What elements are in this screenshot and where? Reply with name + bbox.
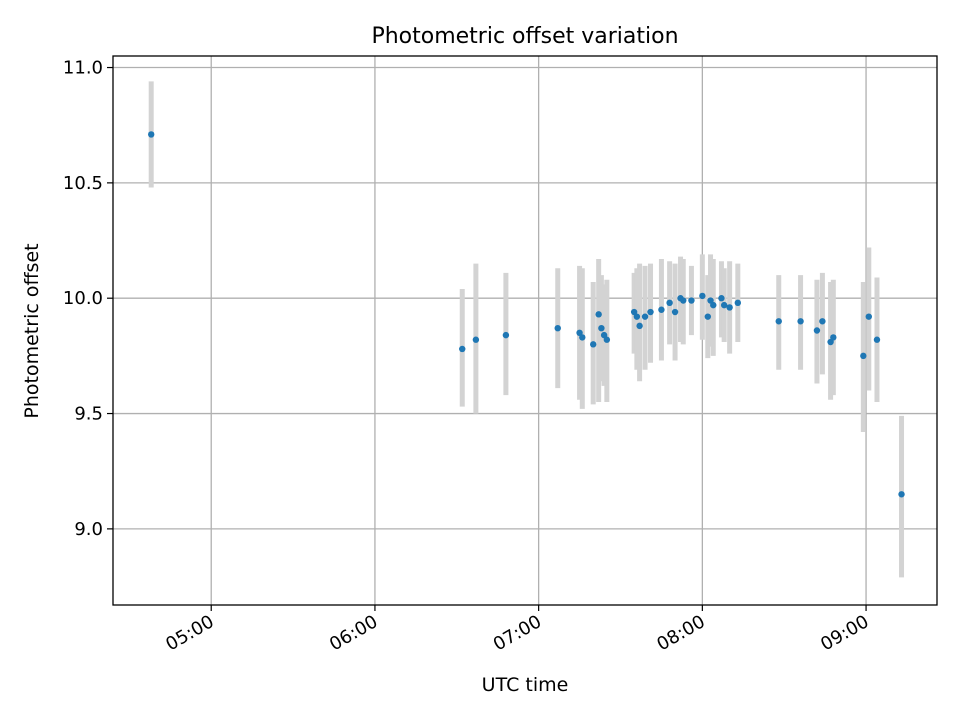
y-tick-layer: 9.0 9.5 10.0 10.5 11.0 xyxy=(63,58,113,540)
data-point xyxy=(898,491,905,498)
plot-frame xyxy=(112,55,938,606)
x-tick-label: 08:00 xyxy=(653,611,708,655)
y-tick-label: 9.5 xyxy=(74,404,103,425)
data-point xyxy=(865,313,872,320)
data-point xyxy=(827,338,834,346)
y-tick-label: 11.0 xyxy=(63,58,103,79)
data-point xyxy=(459,345,466,353)
data-point xyxy=(707,297,714,304)
data-point xyxy=(579,334,586,341)
data-point xyxy=(830,334,837,341)
data-point xyxy=(710,301,717,309)
data-point xyxy=(603,336,611,343)
x-tick-layer: 05:00 06:00 07:00 08:00 09:00 xyxy=(162,605,873,655)
data-point xyxy=(472,336,480,343)
grid-layer xyxy=(113,56,937,605)
data-point xyxy=(598,324,605,332)
data-point xyxy=(554,324,561,332)
data-point xyxy=(647,308,654,316)
data-point xyxy=(641,313,649,320)
data-point xyxy=(734,299,742,307)
data-point xyxy=(813,327,821,334)
y-tick-label: 9.0 xyxy=(74,519,103,540)
errorbar-layer xyxy=(148,81,905,578)
x-tick-label: 09:00 xyxy=(817,611,872,655)
data-point xyxy=(819,318,826,325)
x-tick-label: 05:00 xyxy=(162,611,217,655)
data-point xyxy=(590,341,597,348)
data-point xyxy=(726,304,733,311)
data-point xyxy=(576,329,583,337)
data-point xyxy=(860,352,867,360)
y-tick-label: 10.0 xyxy=(63,288,103,309)
data-point xyxy=(595,311,602,318)
y-axis-label: Photometric offset xyxy=(21,243,43,418)
data-point xyxy=(797,318,804,325)
data-point xyxy=(873,336,881,343)
chart-title: Photometric offset variation xyxy=(371,24,678,49)
data-point xyxy=(633,313,641,320)
x-axis-label: UTC time xyxy=(482,674,569,696)
x-tick-label: 06:00 xyxy=(326,611,381,655)
point-layer xyxy=(147,131,905,498)
data-point xyxy=(704,313,712,320)
data-point xyxy=(147,131,155,138)
data-point xyxy=(666,299,673,307)
data-point xyxy=(600,331,608,339)
data-point xyxy=(502,331,510,339)
data-point xyxy=(658,306,665,313)
data-point xyxy=(699,292,706,300)
y-tick-label: 10.5 xyxy=(63,173,103,194)
data-point xyxy=(636,322,643,330)
data-point xyxy=(720,301,728,309)
data-point xyxy=(718,295,725,302)
data-point xyxy=(630,308,638,316)
data-point xyxy=(688,297,695,304)
data-point xyxy=(775,318,782,325)
x-tick-label: 07:00 xyxy=(490,611,545,655)
data-point xyxy=(680,297,687,304)
data-point xyxy=(671,308,679,316)
